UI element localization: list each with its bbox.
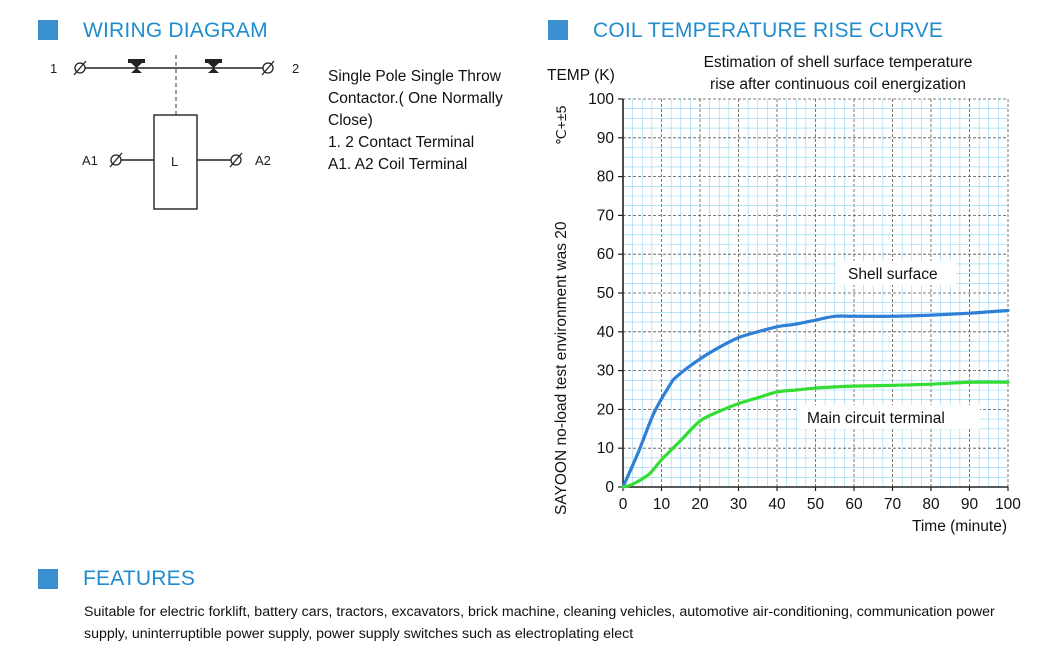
coil-a2-terminal-symbol <box>229 152 243 168</box>
coil-box <box>153 114 198 210</box>
y-tick-label: 40 <box>597 324 615 341</box>
y-tick-label: 10 <box>597 440 615 457</box>
curve-section-title: COIL TEMPERATURE RISE CURVE <box>593 19 944 42</box>
features-section-title: FEATURES <box>83 567 196 590</box>
description-line: Single Pole Single Throw <box>328 68 501 85</box>
contact-right-symbol <box>205 59 222 73</box>
y-tick-label: 0 <box>605 479 614 496</box>
series-line-shell-surface <box>621 308 1010 489</box>
x-tick-label: 60 <box>845 496 863 513</box>
terminal-1-label: 1 <box>50 61 57 76</box>
x-tick-label: 40 <box>768 496 786 513</box>
chart-ticks: 0 10 20 30 40 50 60 70 80 90 100 0 10 20 30 40 50 60 70 80 9… <box>588 91 1021 513</box>
description-line: Contactor.( One Normally <box>328 90 503 107</box>
y-tick-label: 90 <box>597 130 615 147</box>
chart-side-note: SAYOON no-load test environment was 20 <box>553 221 570 515</box>
wiring-diagram: 1 2 L A1 A2 <box>50 55 299 210</box>
coil-a1-terminal-symbol <box>109 152 123 168</box>
x-tick-label: 0 <box>619 496 628 513</box>
curve-section-icon <box>548 20 568 40</box>
features-text: Suitable for electric forklift, battery … <box>84 604 995 642</box>
y-tick-label: 60 <box>597 246 615 263</box>
y-tick-label: 80 <box>597 169 615 186</box>
x-tick-label: 20 <box>691 496 709 513</box>
coil-label: L <box>171 154 178 169</box>
y-tick-label: 20 <box>597 401 615 418</box>
chart-series <box>621 308 1010 489</box>
y-tick-label: 50 <box>597 285 615 302</box>
y-tick-label: 70 <box>597 207 615 224</box>
wiring-section-title: WIRING DIAGRAM <box>83 19 268 42</box>
y-tick-label: 30 <box>597 363 615 380</box>
shell-surface-label-bg <box>836 261 956 285</box>
series-line-main-circuit-terminal <box>621 380 1010 489</box>
terminal-label: Main circuit terminal <box>807 410 945 427</box>
terminal-2-symbol <box>261 60 275 76</box>
description-line: 1. 2 Contact Terminal <box>328 134 475 151</box>
x-tick-label: 10 <box>653 496 671 513</box>
terminal-2-label: 2 <box>292 61 299 76</box>
description-line: Close) <box>328 112 373 129</box>
x-tick-label: 50 <box>807 496 825 513</box>
x-tick-label: 100 <box>995 496 1021 513</box>
coil-a2-label: A2 <box>255 153 271 168</box>
features-section-icon <box>38 569 58 589</box>
shell-surface-label: Shell surface <box>848 266 938 283</box>
temperature-rise-chart: Estimation of shell surface temperature … <box>547 54 1021 535</box>
chart-xlabel: Time (minute) <box>912 518 1007 535</box>
coil-a1-label: A1 <box>82 153 98 168</box>
wiring-section-icon <box>38 20 58 40</box>
terminal-label-bg <box>798 405 980 429</box>
x-tick-label: 30 <box>730 496 748 513</box>
y-tick-label: 100 <box>588 91 614 108</box>
x-tick-label: 70 <box>884 496 902 513</box>
terminal-1-symbol <box>73 60 87 76</box>
chart-title-line-1: Estimation of shell surface temperature <box>704 54 973 71</box>
description-line: A1. A2 Coil Terminal <box>328 156 468 173</box>
x-tick-label: 80 <box>922 496 940 513</box>
wiring-description: Single Pole Single Throw Contactor.( One… <box>328 66 543 176</box>
x-tick-label: 90 <box>961 496 979 513</box>
chart-ylabel: TEMP (K) <box>547 67 615 84</box>
chart-side-note-unit: ℃+±5 <box>553 105 569 145</box>
contact-left-symbol <box>128 59 145 73</box>
chart-title-line-2: rise after continuous coil energization <box>710 76 966 93</box>
